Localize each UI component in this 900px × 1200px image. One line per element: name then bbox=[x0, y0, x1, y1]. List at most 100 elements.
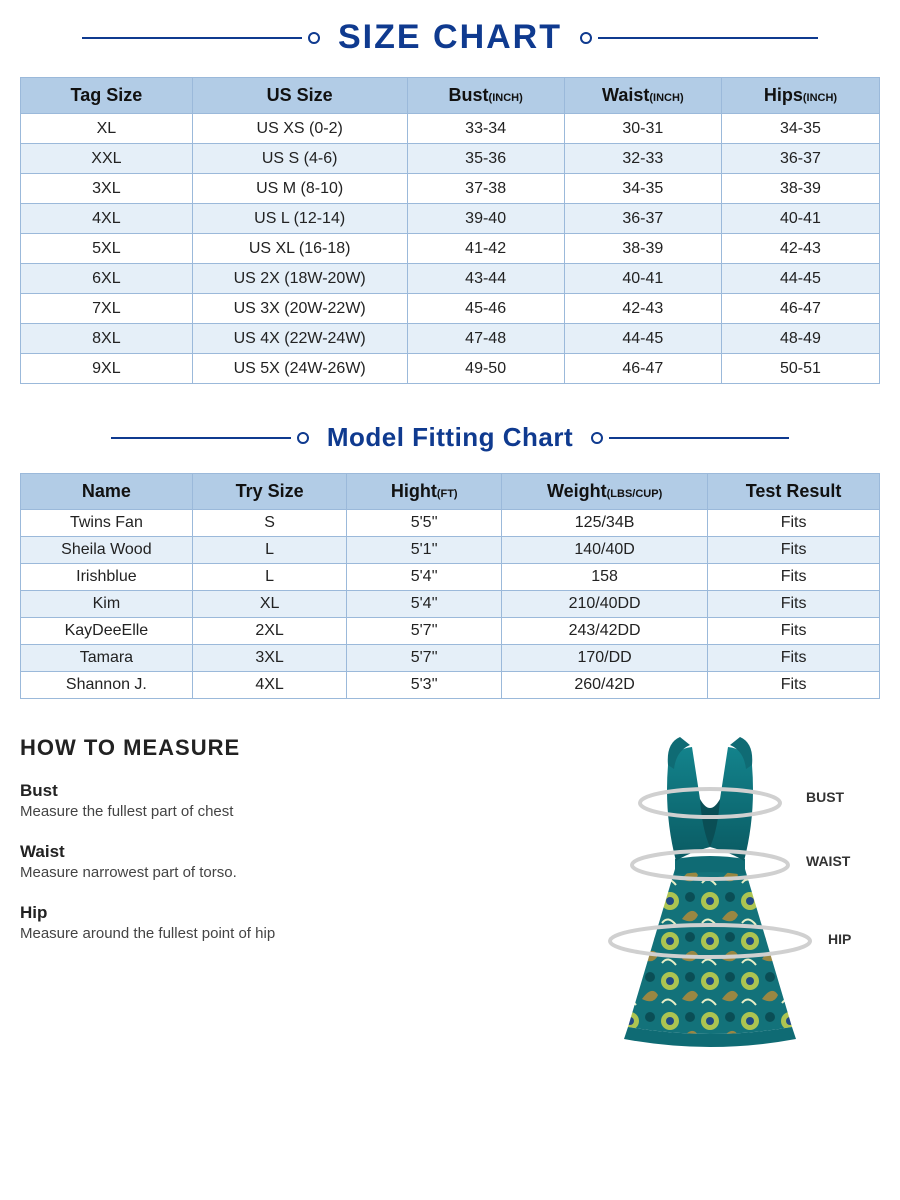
table-row: 3XLUS M (8-10)37-3834-3538-39 bbox=[21, 174, 880, 204]
table-header-cell: Weight(LBS/CUP) bbox=[502, 474, 708, 510]
table-cell: 42-43 bbox=[564, 294, 721, 324]
callout-waist: WAIST bbox=[806, 853, 850, 869]
title-line bbox=[111, 437, 291, 439]
table-cell: Fits bbox=[708, 510, 880, 537]
table-cell: 8XL bbox=[21, 324, 193, 354]
fitting-chart-title-row: Model Fitting Chart bbox=[0, 394, 900, 465]
table-cell: US S (4-6) bbox=[192, 144, 407, 174]
table-cell: 43-44 bbox=[407, 264, 564, 294]
table-cell: 46-47 bbox=[721, 294, 879, 324]
table-cell: 35-36 bbox=[407, 144, 564, 174]
table-header-row: Tag SizeUS SizeBust(INCH)Waist(INCH)Hips… bbox=[21, 78, 880, 114]
table-cell: 5'7'' bbox=[347, 618, 502, 645]
measure-text-block: HOW TO MEASURE BustMeasure the fullest p… bbox=[20, 729, 560, 1049]
table-cell: 40-41 bbox=[564, 264, 721, 294]
measure-label: Waist bbox=[20, 842, 560, 862]
table-row: 5XLUS XL (16-18)41-4238-3942-43 bbox=[21, 234, 880, 264]
table-cell: Fits bbox=[708, 591, 880, 618]
table-cell: 5'4'' bbox=[347, 591, 502, 618]
table-cell: 37-38 bbox=[407, 174, 564, 204]
table-row: KayDeeElle2XL5'7''243/42DDFits bbox=[21, 618, 880, 645]
table-row: 7XLUS 3X (20W-22W)45-4642-4346-47 bbox=[21, 294, 880, 324]
table-cell: 3XL bbox=[21, 174, 193, 204]
table-cell: 50-51 bbox=[721, 354, 879, 384]
table-cell: 158 bbox=[502, 564, 708, 591]
table-row: XXLUS S (4-6)35-3632-3336-37 bbox=[21, 144, 880, 174]
table-cell: 5'3'' bbox=[347, 672, 502, 699]
fitting-chart-title: Model Fitting Chart bbox=[327, 422, 573, 453]
table-cell: XXL bbox=[21, 144, 193, 174]
measure-item: BustMeasure the fullest part of chest bbox=[20, 781, 560, 820]
table-header-cell: Tag Size bbox=[21, 78, 193, 114]
table-cell: 7XL bbox=[21, 294, 193, 324]
table-cell: KayDeeElle bbox=[21, 618, 193, 645]
table-cell: US XS (0-2) bbox=[192, 114, 407, 144]
table-cell: 48-49 bbox=[721, 324, 879, 354]
dress-svg bbox=[580, 729, 880, 1049]
table-row: 4XLUS L (12-14)39-4036-3740-41 bbox=[21, 204, 880, 234]
table-cell: 36-37 bbox=[721, 144, 879, 174]
table-row: IrishblueL5'4''158Fits bbox=[21, 564, 880, 591]
title-line-right bbox=[580, 32, 818, 44]
measure-desc: Measure narrowest part of torso. bbox=[20, 864, 560, 881]
title-dot-icon bbox=[297, 432, 309, 444]
title-dot-icon bbox=[580, 32, 592, 44]
measure-desc: Measure the fullest part of chest bbox=[20, 803, 560, 820]
table-cell: 36-37 bbox=[564, 204, 721, 234]
table-cell: Fits bbox=[708, 618, 880, 645]
title-line bbox=[609, 437, 789, 439]
table-cell: Fits bbox=[708, 645, 880, 672]
table-cell: 49-50 bbox=[407, 354, 564, 384]
measure-desc: Measure around the fullest point of hip bbox=[20, 925, 560, 942]
table-cell: 5'4'' bbox=[347, 564, 502, 591]
table-cell: 46-47 bbox=[564, 354, 721, 384]
table-cell: 5'5'' bbox=[347, 510, 502, 537]
table-cell: 30-31 bbox=[564, 114, 721, 144]
table-cell: US XL (16-18) bbox=[192, 234, 407, 264]
table-cell: 32-33 bbox=[564, 144, 721, 174]
table-cell: 210/40DD bbox=[502, 591, 708, 618]
table-cell: Kim bbox=[21, 591, 193, 618]
table-cell: 42-43 bbox=[721, 234, 879, 264]
callout-bust: BUST bbox=[806, 789, 844, 805]
table-row: Twins FanS5'5''125/34BFits bbox=[21, 510, 880, 537]
table-cell: L bbox=[192, 537, 347, 564]
table-header-cell: Name bbox=[21, 474, 193, 510]
title-line bbox=[82, 37, 302, 39]
table-cell: 5XL bbox=[21, 234, 193, 264]
table-header-cell: US Size bbox=[192, 78, 407, 114]
table-cell: L bbox=[192, 564, 347, 591]
table-cell: 6XL bbox=[21, 264, 193, 294]
table-header-cell: Hight(FT) bbox=[347, 474, 502, 510]
table-header-cell: Test Result bbox=[708, 474, 880, 510]
size-chart-table: Tag SizeUS SizeBust(INCH)Waist(INCH)Hips… bbox=[20, 77, 880, 384]
table-cell: XL bbox=[192, 591, 347, 618]
table-cell: Tamara bbox=[21, 645, 193, 672]
table-cell: Shannon J. bbox=[21, 672, 193, 699]
table-cell: US M (8-10) bbox=[192, 174, 407, 204]
table-header-cell: Bust(INCH) bbox=[407, 78, 564, 114]
table-row: KimXL5'4''210/40DDFits bbox=[21, 591, 880, 618]
measure-heading: HOW TO MEASURE bbox=[20, 735, 560, 761]
table-cell: Fits bbox=[708, 564, 880, 591]
table-cell: 260/42D bbox=[502, 672, 708, 699]
table-row: Tamara3XL5'7''170/DDFits bbox=[21, 645, 880, 672]
table-cell: 140/40D bbox=[502, 537, 708, 564]
table-cell: 5'7'' bbox=[347, 645, 502, 672]
table-header-cell: Waist(INCH) bbox=[564, 78, 721, 114]
table-cell: 125/34B bbox=[502, 510, 708, 537]
table-cell: US 5X (24W-26W) bbox=[192, 354, 407, 384]
fitting-chart-table: NameTry SizeHight(FT)Weight(LBS/CUP)Test… bbox=[20, 473, 880, 699]
measure-item: HipMeasure around the fullest point of h… bbox=[20, 903, 560, 942]
table-header-row: NameTry SizeHight(FT)Weight(LBS/CUP)Test… bbox=[21, 474, 880, 510]
table-cell: 170/DD bbox=[502, 645, 708, 672]
table-header-cell: Hips(INCH) bbox=[721, 78, 879, 114]
table-cell: 4XL bbox=[21, 204, 193, 234]
table-row: Shannon J.4XL5'3''260/42DFits bbox=[21, 672, 880, 699]
title-dot-icon bbox=[308, 32, 320, 44]
table-cell: 2XL bbox=[192, 618, 347, 645]
table-cell: 38-39 bbox=[564, 234, 721, 264]
table-cell: Twins Fan bbox=[21, 510, 193, 537]
table-cell: US L (12-14) bbox=[192, 204, 407, 234]
table-cell: US 4X (22W-24W) bbox=[192, 324, 407, 354]
